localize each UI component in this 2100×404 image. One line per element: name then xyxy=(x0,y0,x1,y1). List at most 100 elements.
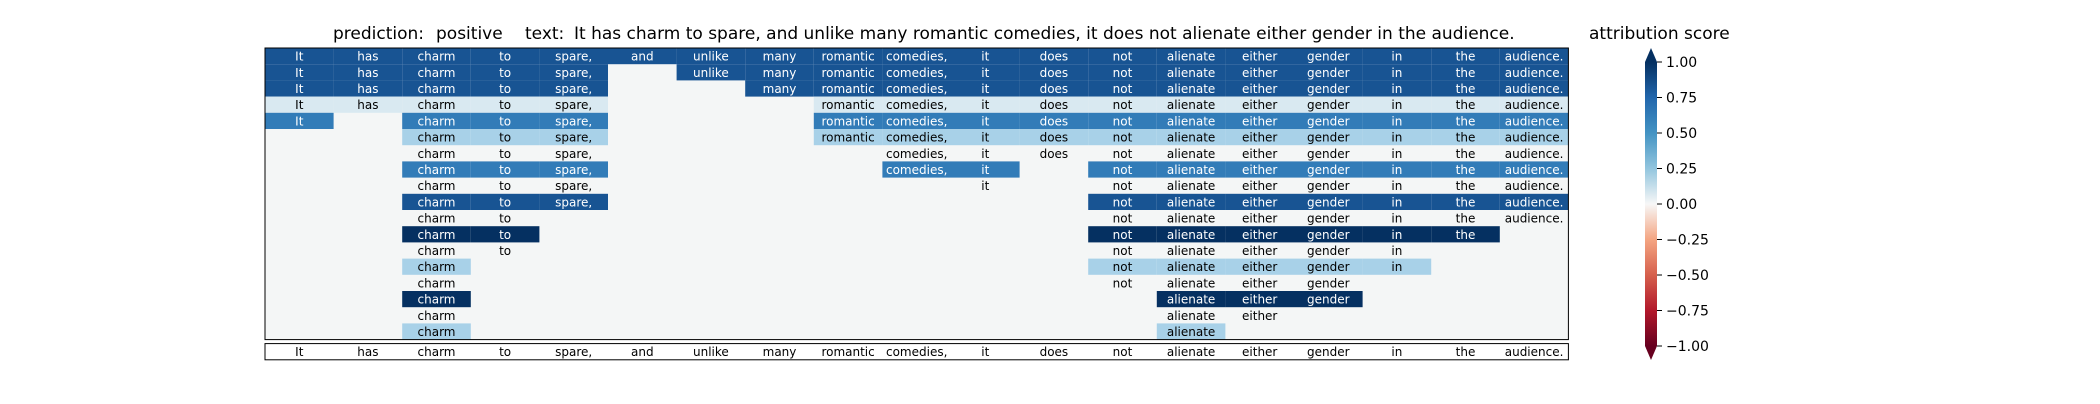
cell-token-label: to xyxy=(499,114,511,128)
heatmap-row: charm to spare, it not alienate either gender in… xyxy=(418,179,1564,193)
cell-token-label: spare, xyxy=(555,50,592,64)
heatmap-cell xyxy=(882,80,951,97)
cell-token-label: either xyxy=(1242,195,1277,209)
cell-token-label: to xyxy=(499,66,511,80)
colorbar: attribution score 1.00 0.75 0.50 0.25 0.00 −0… xyxy=(1589,24,1730,360)
heatmap-cell xyxy=(539,129,608,146)
cell-token-label: gender xyxy=(1307,179,1350,193)
cell-token-label: in xyxy=(1391,114,1402,128)
cell-token-label: the xyxy=(1456,131,1476,145)
cell-token-label: gender xyxy=(1307,293,1350,307)
token-label: spare, xyxy=(555,345,592,359)
cell-token-label: alienate xyxy=(1167,179,1215,193)
cell-token-label: in xyxy=(1391,131,1402,145)
colorbar-tick-label: −1.00 xyxy=(1666,339,1709,355)
cell-token-label: either xyxy=(1242,276,1277,290)
cell-token-label: romantic xyxy=(821,98,874,112)
token-label: either xyxy=(1242,345,1277,359)
cell-token-label: the xyxy=(1456,179,1476,193)
cell-token-label: comedies, xyxy=(886,131,947,145)
heatmap-cell xyxy=(470,112,540,129)
heatmap-cell xyxy=(470,48,540,65)
heatmap-cell xyxy=(539,64,608,81)
cell-token-label: does xyxy=(1040,98,1069,112)
cell-token-label: romantic xyxy=(821,114,874,128)
cell-token-label: gender xyxy=(1307,163,1350,177)
cell-token-label: it xyxy=(981,66,989,80)
token-label: has xyxy=(357,345,378,359)
heatmap-cell xyxy=(265,80,334,97)
heatmap-frame xyxy=(264,47,1569,341)
heatmap-row: charm alienate either gender xyxy=(402,291,1363,308)
colorbar-tick-label: 0.00 xyxy=(1666,197,1697,213)
heatmap-cell xyxy=(402,161,471,178)
heatmap-cell xyxy=(1156,323,1226,340)
cell-token-label: audience. xyxy=(1505,163,1564,177)
token-label: many xyxy=(763,345,797,359)
heatmap-cell xyxy=(470,226,540,243)
heatmap-cell xyxy=(1294,112,1363,129)
cell-token-label: alienate xyxy=(1167,147,1215,161)
cell-token-label: in xyxy=(1391,212,1402,226)
heatmap-row: It has charm to spare, and unlike many romantic c… xyxy=(265,48,1569,65)
cell-token-label: spare, xyxy=(555,147,592,161)
prediction-label: prediction: xyxy=(333,24,424,44)
attribution-heatmap: It has charm to spare, and unlike many romantic c… xyxy=(264,47,1569,341)
token-row-frame xyxy=(264,343,1569,361)
heatmap-cell xyxy=(470,96,540,113)
cell-token-label: and xyxy=(631,50,654,64)
heatmap-cell xyxy=(1499,64,1569,81)
heatmap-cell xyxy=(470,80,540,97)
heatmap-cell xyxy=(539,48,608,65)
heatmap-cell xyxy=(1088,80,1157,97)
cell-token-label: in xyxy=(1391,244,1402,258)
token-axis-row: It has charm to spare, and unlike many romantic c… xyxy=(264,343,1569,361)
cell-token-label: not xyxy=(1113,244,1133,258)
cell-token-label: does xyxy=(1040,50,1069,64)
cell-token-label: charm xyxy=(418,309,456,323)
cell-token-label: alienate xyxy=(1167,66,1215,80)
heatmap-cell xyxy=(1019,80,1089,97)
cell-token-label: to xyxy=(499,228,511,242)
colorbar-tick-label: −0.50 xyxy=(1666,268,1709,284)
cell-token-label: unlike xyxy=(693,50,729,64)
cell-token-label: in xyxy=(1391,82,1402,96)
heatmap-cell xyxy=(1362,64,1432,81)
cell-token-label: comedies, xyxy=(886,82,947,96)
heatmap-cell xyxy=(1019,96,1089,113)
cell-token-label: it xyxy=(981,50,989,64)
cell-token-label: romantic xyxy=(821,131,874,145)
cell-token-label: charm xyxy=(418,131,456,145)
heatmap-cell xyxy=(1294,48,1363,65)
cell-token-label: gender xyxy=(1307,50,1350,64)
heatmap-cell xyxy=(951,96,1020,113)
heatmap-cell xyxy=(813,112,883,129)
heatmap-cell xyxy=(402,96,471,113)
cell-token-label: many xyxy=(763,66,797,80)
token-label: gender xyxy=(1307,345,1350,359)
heatmap-cell xyxy=(1019,129,1089,146)
heatmap-cell xyxy=(951,80,1020,97)
cell-token-label: alienate xyxy=(1167,325,1215,339)
token-label: comedies, xyxy=(886,345,947,359)
heatmap-row: charm alienate either xyxy=(418,309,1278,323)
cell-token-label: has xyxy=(357,66,378,80)
heatmap-cell xyxy=(1294,161,1363,178)
cell-token-label: not xyxy=(1113,114,1133,128)
cell-token-label: gender xyxy=(1307,82,1350,96)
cell-token-label: charm xyxy=(418,276,456,290)
cell-token-label: either xyxy=(1242,228,1277,242)
heatmap-cell xyxy=(333,64,403,81)
cell-token-label: charm xyxy=(418,147,456,161)
heatmap-row: charm to not alienate either gender in xyxy=(418,244,1403,258)
text-value: It has charm to spare, and unlike many r… xyxy=(574,24,1515,44)
heatmap-cell xyxy=(1499,112,1569,129)
cell-token-label: does xyxy=(1040,147,1069,161)
cell-token-label: not xyxy=(1113,147,1133,161)
heatmap-cell xyxy=(1019,48,1089,65)
heatmap-row: It has charm to spare, unlike many romantic come… xyxy=(265,64,1569,81)
heatmap-cell xyxy=(1294,129,1363,146)
heatmap-cell xyxy=(1362,193,1432,210)
cell-token-label: audience. xyxy=(1505,98,1564,112)
heatmap-cell xyxy=(470,64,540,81)
